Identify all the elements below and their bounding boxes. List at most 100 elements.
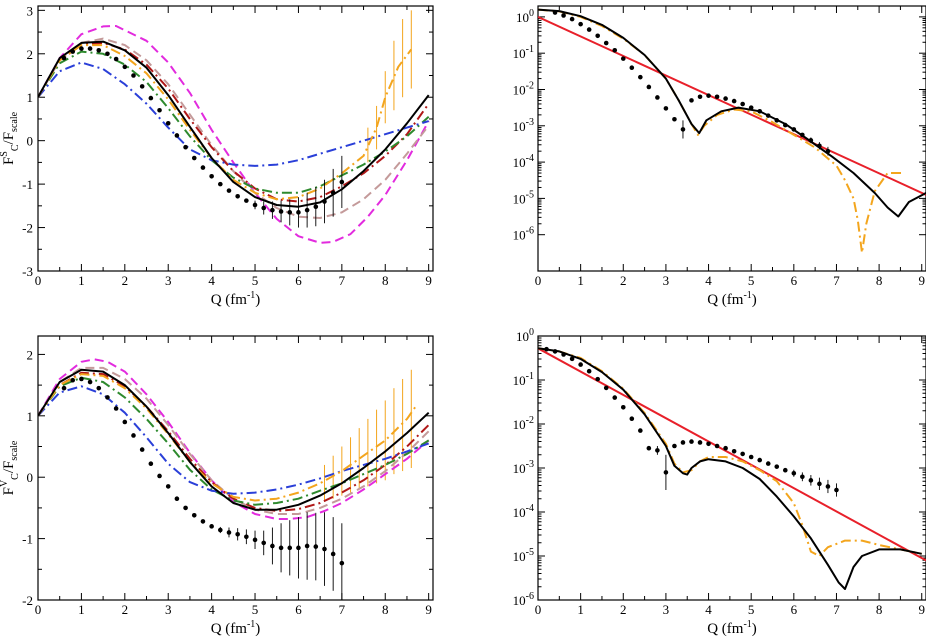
y-tick-label-part: -4 <box>526 153 534 164</box>
data-point <box>122 419 128 425</box>
data-point <box>714 94 720 100</box>
series-black-line <box>38 368 430 511</box>
series-black-line <box>538 8 926 218</box>
data-point <box>87 379 93 385</box>
series-orange-line <box>538 8 905 254</box>
data-point <box>800 132 805 138</box>
data-point <box>61 55 67 61</box>
x-tick-label: 9 <box>918 602 925 617</box>
series-blue-line <box>38 61 429 167</box>
series-orange-line <box>38 373 417 502</box>
data-point <box>544 346 549 352</box>
data-point <box>655 95 660 100</box>
series-rosy-line <box>38 366 430 515</box>
data-point <box>278 545 284 551</box>
series-orange-line <box>38 44 413 201</box>
data-point <box>774 118 780 123</box>
data-point <box>304 207 310 213</box>
y-axis-title-part: C <box>10 144 21 151</box>
x-axis-title-part: ) <box>255 292 260 308</box>
data-point <box>105 395 110 400</box>
plot-area <box>38 10 430 244</box>
x-axis-title-part: ) <box>752 292 757 308</box>
data-point <box>740 451 745 457</box>
data-point <box>817 481 822 487</box>
data-point <box>261 540 267 546</box>
y-axis-title-part: S <box>0 151 10 157</box>
y-tick-label-part: -3 <box>526 459 534 470</box>
data-point <box>148 461 154 467</box>
y-tick-label-part: -2 <box>526 80 534 91</box>
y-tick-label-part: 10 <box>513 191 526 206</box>
data-point <box>235 532 240 537</box>
data-point <box>313 544 319 549</box>
y-tick-label: 3 <box>27 3 34 18</box>
data-point <box>313 204 319 210</box>
y-axis-title-part: /F <box>1 461 17 474</box>
y-tick-label: 10-3 <box>513 459 534 476</box>
x-axis-title-part: Q (fm <box>211 621 248 637</box>
data-point <box>218 181 223 187</box>
x-tick-label: 2 <box>620 273 627 288</box>
y-axis-title-part: F <box>1 157 17 165</box>
data-point <box>740 101 745 107</box>
data-point <box>330 190 336 196</box>
data-point <box>270 543 275 549</box>
data-point <box>706 441 711 447</box>
data-point <box>131 73 136 78</box>
data-point <box>61 385 67 391</box>
y-tick-label-part: 10 <box>513 461 526 476</box>
x-tick-label: 6 <box>295 602 302 617</box>
data-point <box>157 473 162 479</box>
x-axis-title: Q (fm-1) <box>707 619 757 637</box>
y-tick-label-part: 10 <box>513 373 526 388</box>
y-tick-label: -1 <box>22 177 33 192</box>
data-point <box>561 352 566 357</box>
data-point <box>278 209 284 214</box>
x-axis-title-part: ) <box>752 621 757 637</box>
series-black-line <box>38 40 430 208</box>
data-point <box>330 551 336 557</box>
data-point <box>603 40 609 46</box>
data-point <box>782 122 788 128</box>
y-tick-label-part: 0 <box>529 327 534 338</box>
y-tick-label-part: -2 <box>526 415 534 426</box>
data-point <box>638 74 643 80</box>
y-tick-label: 10-5 <box>513 189 534 206</box>
data-point <box>578 21 583 27</box>
data-point <box>139 447 145 452</box>
y-tick-label-part: 10 <box>516 329 529 344</box>
data-point <box>191 512 197 518</box>
panel-fcv-log: 0 1 2 3 4 5 6 7 8 9Q (fm-1)10010-110-210-310-410-… <box>513 327 926 637</box>
y-tick-label: -3 <box>22 264 33 279</box>
x-tick-label: 7 <box>339 602 346 617</box>
data-point <box>339 179 345 185</box>
data-point <box>183 144 188 150</box>
data-point <box>569 356 575 362</box>
data-point <box>757 108 763 114</box>
data-point <box>70 49 76 54</box>
data-point <box>689 439 694 444</box>
data-point <box>261 205 267 211</box>
data-point <box>672 443 677 449</box>
y-tick-label: 10-1 <box>513 44 534 61</box>
x-axis-title: Q (fm-1) <box>707 290 757 308</box>
y-tick-label: 10-2 <box>513 415 534 432</box>
y-tick-label-part: -6 <box>526 591 534 602</box>
x-tick-label: 4 <box>705 273 712 288</box>
data-point <box>561 13 566 18</box>
x-axis-title: Q (fm-1) <box>211 290 261 308</box>
y-tick-label-part: 10 <box>513 155 526 170</box>
x-tick-label: 0 <box>535 602 542 617</box>
x-tick-label: 7 <box>833 273 840 288</box>
y-tick-label: 100 <box>516 8 534 25</box>
data-point <box>603 385 609 391</box>
data-point <box>304 543 310 549</box>
y-tick-label-part: 10 <box>516 10 529 25</box>
plot-frame <box>537 335 926 601</box>
data-point <box>748 454 754 460</box>
y-axis-title-part: scale <box>9 111 20 132</box>
series-darkred-line <box>38 41 430 203</box>
y-tick-label-part: -5 <box>526 189 534 200</box>
